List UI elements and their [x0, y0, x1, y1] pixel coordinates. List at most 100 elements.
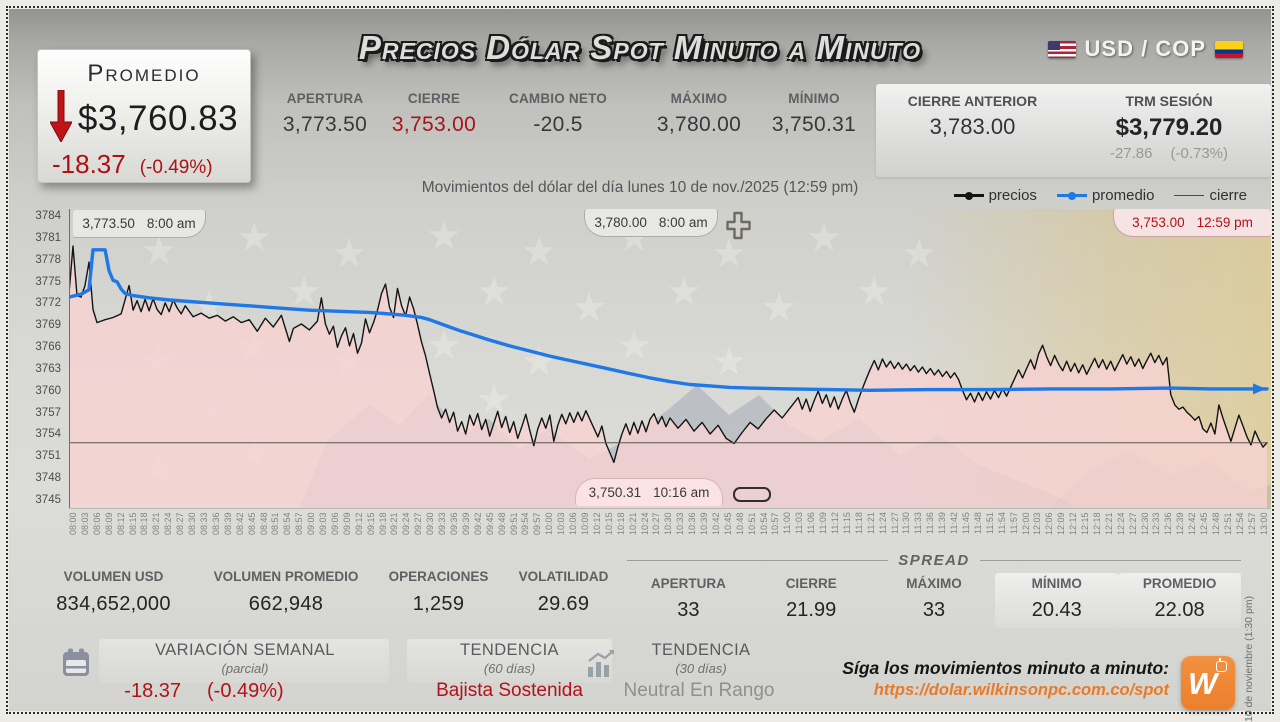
- spread-maximo: MÁXIMO 33: [906, 576, 962, 621]
- follow-url-link[interactable]: https://dolar.wilkinsonpc.com.co/spot: [873, 681, 1169, 699]
- x-tick-label: 08:39: [222, 512, 233, 535]
- logo-bulb-icon: [1216, 658, 1227, 672]
- spread-minimo: MÍNIMO 20.43: [995, 573, 1119, 628]
- y-tick-label: 3781: [35, 231, 61, 244]
- promedio-card: Promedio $3,760.83 -18.37 (-0.49%): [37, 49, 251, 183]
- chart-legend: precios promedio cierre: [953, 187, 1247, 204]
- y-tick-label: 3745: [35, 494, 61, 506]
- svg-text:★: ★: [616, 323, 652, 369]
- y-tick-label: 3760: [35, 384, 61, 397]
- svg-text:★: ★: [761, 285, 797, 331]
- footer-stats: VOLUMEN USD 834,652,000 VOLUMEN PROMEDIO…: [31, 569, 626, 616]
- stat-volumen-promedio: VOLUMEN PROMEDIO 662,948: [213, 569, 359, 615]
- stat-cambio-neto: CAMBIO NETO -20.5: [509, 91, 607, 136]
- price-chart-plot: ★★★★★★★★★★★★★★★★★★★★★★★★★★★★★★★★: [69, 209, 1271, 509]
- y-tick-label: 3757: [35, 406, 61, 419]
- svg-text:★: ★: [426, 213, 462, 259]
- x-tick-label: 09:15: [365, 512, 376, 535]
- side-date-note: 10 de noviembre (1:30 pm): [1243, 595, 1255, 722]
- svg-text:★: ★: [476, 269, 512, 315]
- svg-text:★: ★: [666, 269, 702, 315]
- x-tick-label: 13:00: [1258, 512, 1269, 535]
- spread-apertura: APERTURA 33: [650, 576, 726, 621]
- spread-rule-right: [979, 560, 1242, 561]
- price-chart-svg: ★★★★★★★★★★★★★★★★★★★★★★★★★★★★★★★★: [69, 209, 1271, 509]
- tendencia60-band: [407, 639, 612, 683]
- x-tick-label: 12:57: [1246, 512, 1257, 535]
- y-tick-label: 3763: [35, 362, 61, 375]
- x-tick-label: 09:42: [472, 512, 483, 535]
- svg-text:★: ★: [571, 285, 607, 331]
- svg-text:★: ★: [521, 339, 557, 385]
- crosshair-icon: [725, 211, 752, 246]
- legend-item-precios: precios: [953, 187, 1037, 204]
- wilkinsonpc-logo[interactable]: W: [1181, 656, 1235, 710]
- tendencia-30-value: Neutral En Rango: [623, 680, 775, 701]
- y-tick-label: 3748: [35, 472, 61, 485]
- variacion-band: [99, 639, 389, 683]
- svg-text:★: ★: [331, 231, 367, 277]
- y-tick-label: 3778: [35, 253, 61, 266]
- x-tick-label: 09:09: [341, 512, 352, 535]
- y-tick-label: 3775: [35, 275, 61, 288]
- variacion-semanal-values: -18.37 (-0.49%): [124, 680, 284, 702]
- trm-change-pct: (-0.73%): [1170, 145, 1229, 162]
- svg-text:★: ★: [476, 377, 512, 423]
- promedio-line-icon: [1056, 191, 1087, 200]
- x-tick-label: 08:12: [115, 512, 126, 535]
- spread-cierre: CIERRE 21.99: [785, 576, 837, 621]
- trm-change: -27.86: [1109, 145, 1153, 162]
- y-tick-label: 3772: [35, 297, 61, 310]
- x-tick-label: 08:06: [91, 512, 102, 535]
- annotation-minimo: 3,750.31 10:16 am: [575, 478, 723, 506]
- x-tick-label: 08:42: [234, 512, 245, 535]
- promedio-change-pct: (-0.49%): [139, 157, 213, 178]
- colombia-flag-icon: [1215, 40, 1243, 58]
- stat-volumen-usd: VOLUMEN USD 834,652,000: [56, 569, 171, 615]
- minimo-pill-icon: [733, 487, 771, 502]
- precios-area-fill: [69, 246, 1267, 509]
- y-tick-label: 3751: [35, 450, 61, 463]
- legend-item-promedio: promedio: [1056, 187, 1155, 204]
- down-arrow-icon: [49, 89, 73, 147]
- stat-trm-sesion: TRM SESIÓN $3,779.20 -27.86 (-0.73%): [1109, 93, 1229, 162]
- trend-chart-icon: [585, 649, 619, 684]
- follow-block: Síga los movimientos minuto a minuto: ht…: [809, 658, 1169, 700]
- spread-section: SPREAD APERTURA 33 CIERRE 21.99 MÁXIMO 3…: [627, 552, 1242, 628]
- svg-text:★: ★: [711, 339, 747, 385]
- follow-text: Síga los movimientos minuto a minuto:: [842, 658, 1169, 678]
- x-tick-label: 08:36: [210, 512, 221, 535]
- tendencia-30-block: TENDENCIA (30 días): [651, 641, 751, 676]
- y-tick-label: 3784: [35, 210, 61, 222]
- y-tick-label: 3769: [35, 319, 61, 332]
- spread-promedio: PROMEDIO 22.08: [1118, 573, 1241, 628]
- svg-text:★: ★: [806, 215, 842, 261]
- currency-pair: USD / COP: [1047, 36, 1243, 62]
- annotation-cierre: 3,753.00 12:59 pm: [1113, 209, 1271, 237]
- x-tick-label: 10:12: [591, 512, 602, 535]
- promedio-arrow-icon: [1252, 383, 1266, 395]
- x-tick-label: 08:45: [246, 512, 257, 535]
- annotation-maximo: 3,780.00 8:00 am: [584, 209, 718, 237]
- precios-line: [69, 245, 1268, 464]
- legend-label: cierre: [1209, 187, 1247, 204]
- y-axis: 3784 3781 3778 3775 3772 3769 3766 3763 3760 3757…: [23, 209, 65, 509]
- promedio-line: [69, 248, 1269, 393]
- x-tick-label: 09:12: [353, 512, 364, 535]
- logo-letter: W: [1188, 666, 1218, 701]
- stat-cierre: CIERRE 3,753.00: [391, 91, 477, 136]
- promedio-change: -18.37: [52, 149, 126, 179]
- tendencia-60-value: Bajista Sostenida: [436, 680, 583, 701]
- currency-pair-label: USD / COP: [1084, 36, 1206, 61]
- legend-item-cierre: cierre: [1174, 187, 1247, 204]
- svg-text:★: ★: [236, 215, 272, 261]
- legend-label: promedio: [1091, 187, 1155, 204]
- variacion-semanal-block: VARIACIÓN SEMANAL (parcial): [155, 641, 335, 676]
- page-title: Precios Dólar Spot Minuto a Minuto: [358, 29, 922, 66]
- cierre-line-icon: [1174, 194, 1205, 197]
- stat-apertura: APERTURA 3,773.50: [282, 91, 368, 136]
- stat-operaciones: OPERACIONES 1,259: [388, 569, 489, 615]
- promedio-value: $3,760.83: [77, 98, 239, 138]
- spread-rule-left: [627, 560, 889, 561]
